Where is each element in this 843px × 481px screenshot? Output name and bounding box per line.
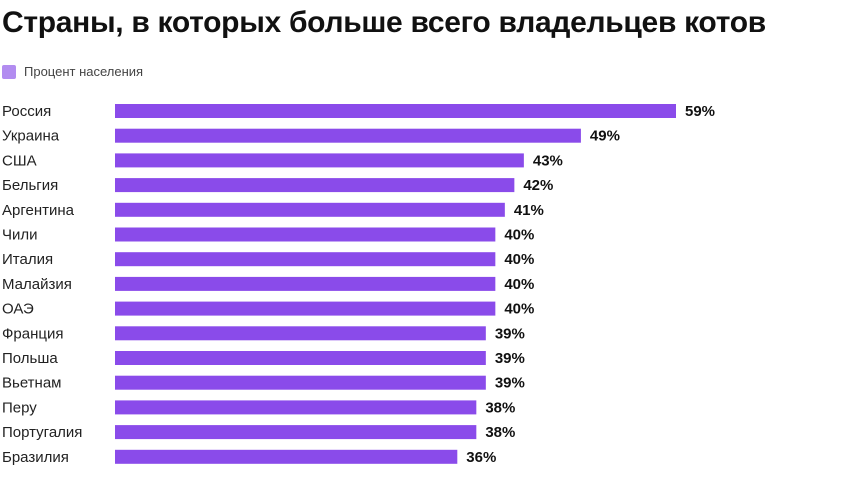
value-label: 59% <box>685 103 715 120</box>
bar <box>115 227 496 242</box>
category-label: Италия <box>2 251 53 268</box>
category-label: Бразилия <box>2 449 69 466</box>
category-label: Вьетнам <box>2 375 61 392</box>
bar <box>115 425 477 440</box>
legend-label: Процент населения <box>24 64 144 79</box>
bar <box>115 351 486 365</box>
value-label: 40% <box>504 227 534 244</box>
category-label: Перу <box>2 399 37 416</box>
value-label: 38% <box>485 424 515 441</box>
bar <box>115 202 505 217</box>
value-label: 43% <box>533 152 563 169</box>
legend: Процент населения <box>2 64 143 79</box>
value-label: 49% <box>590 128 620 145</box>
value-label: 42% <box>523 177 553 194</box>
bar <box>115 326 486 341</box>
value-label: 36% <box>466 449 496 466</box>
bar <box>115 449 458 464</box>
category-label: Украина <box>2 128 60 145</box>
chart-title: Страны, в которых больше всего владельце… <box>2 6 766 39</box>
value-label: 39% <box>495 325 525 342</box>
bar <box>115 252 496 267</box>
value-label: 40% <box>504 301 534 318</box>
bar <box>115 178 515 193</box>
bar <box>115 153 524 168</box>
category-label: Аргентина <box>2 202 75 219</box>
value-label: 40% <box>504 276 534 293</box>
value-label: 41% <box>514 202 544 219</box>
bar <box>115 400 477 415</box>
category-label: Чили <box>2 227 38 244</box>
bar <box>115 104 676 118</box>
value-label: 40% <box>504 251 534 268</box>
legend-swatch <box>2 64 16 79</box>
category-label: Польша <box>2 350 58 367</box>
category-label: Португалия <box>2 424 82 441</box>
value-label: 39% <box>495 350 525 367</box>
value-label: 38% <box>485 399 515 416</box>
category-label: ОАЭ <box>2 301 34 318</box>
value-label: 39% <box>495 375 525 392</box>
bar <box>115 276 496 291</box>
category-label: Бельгия <box>2 177 58 194</box>
category-label: США <box>2 152 37 169</box>
category-label: Франция <box>2 325 63 342</box>
bar <box>115 375 486 390</box>
category-label: Малайзия <box>2 276 72 293</box>
category-label: Россия <box>2 103 51 120</box>
bar <box>115 128 581 143</box>
bar <box>115 301 496 316</box>
